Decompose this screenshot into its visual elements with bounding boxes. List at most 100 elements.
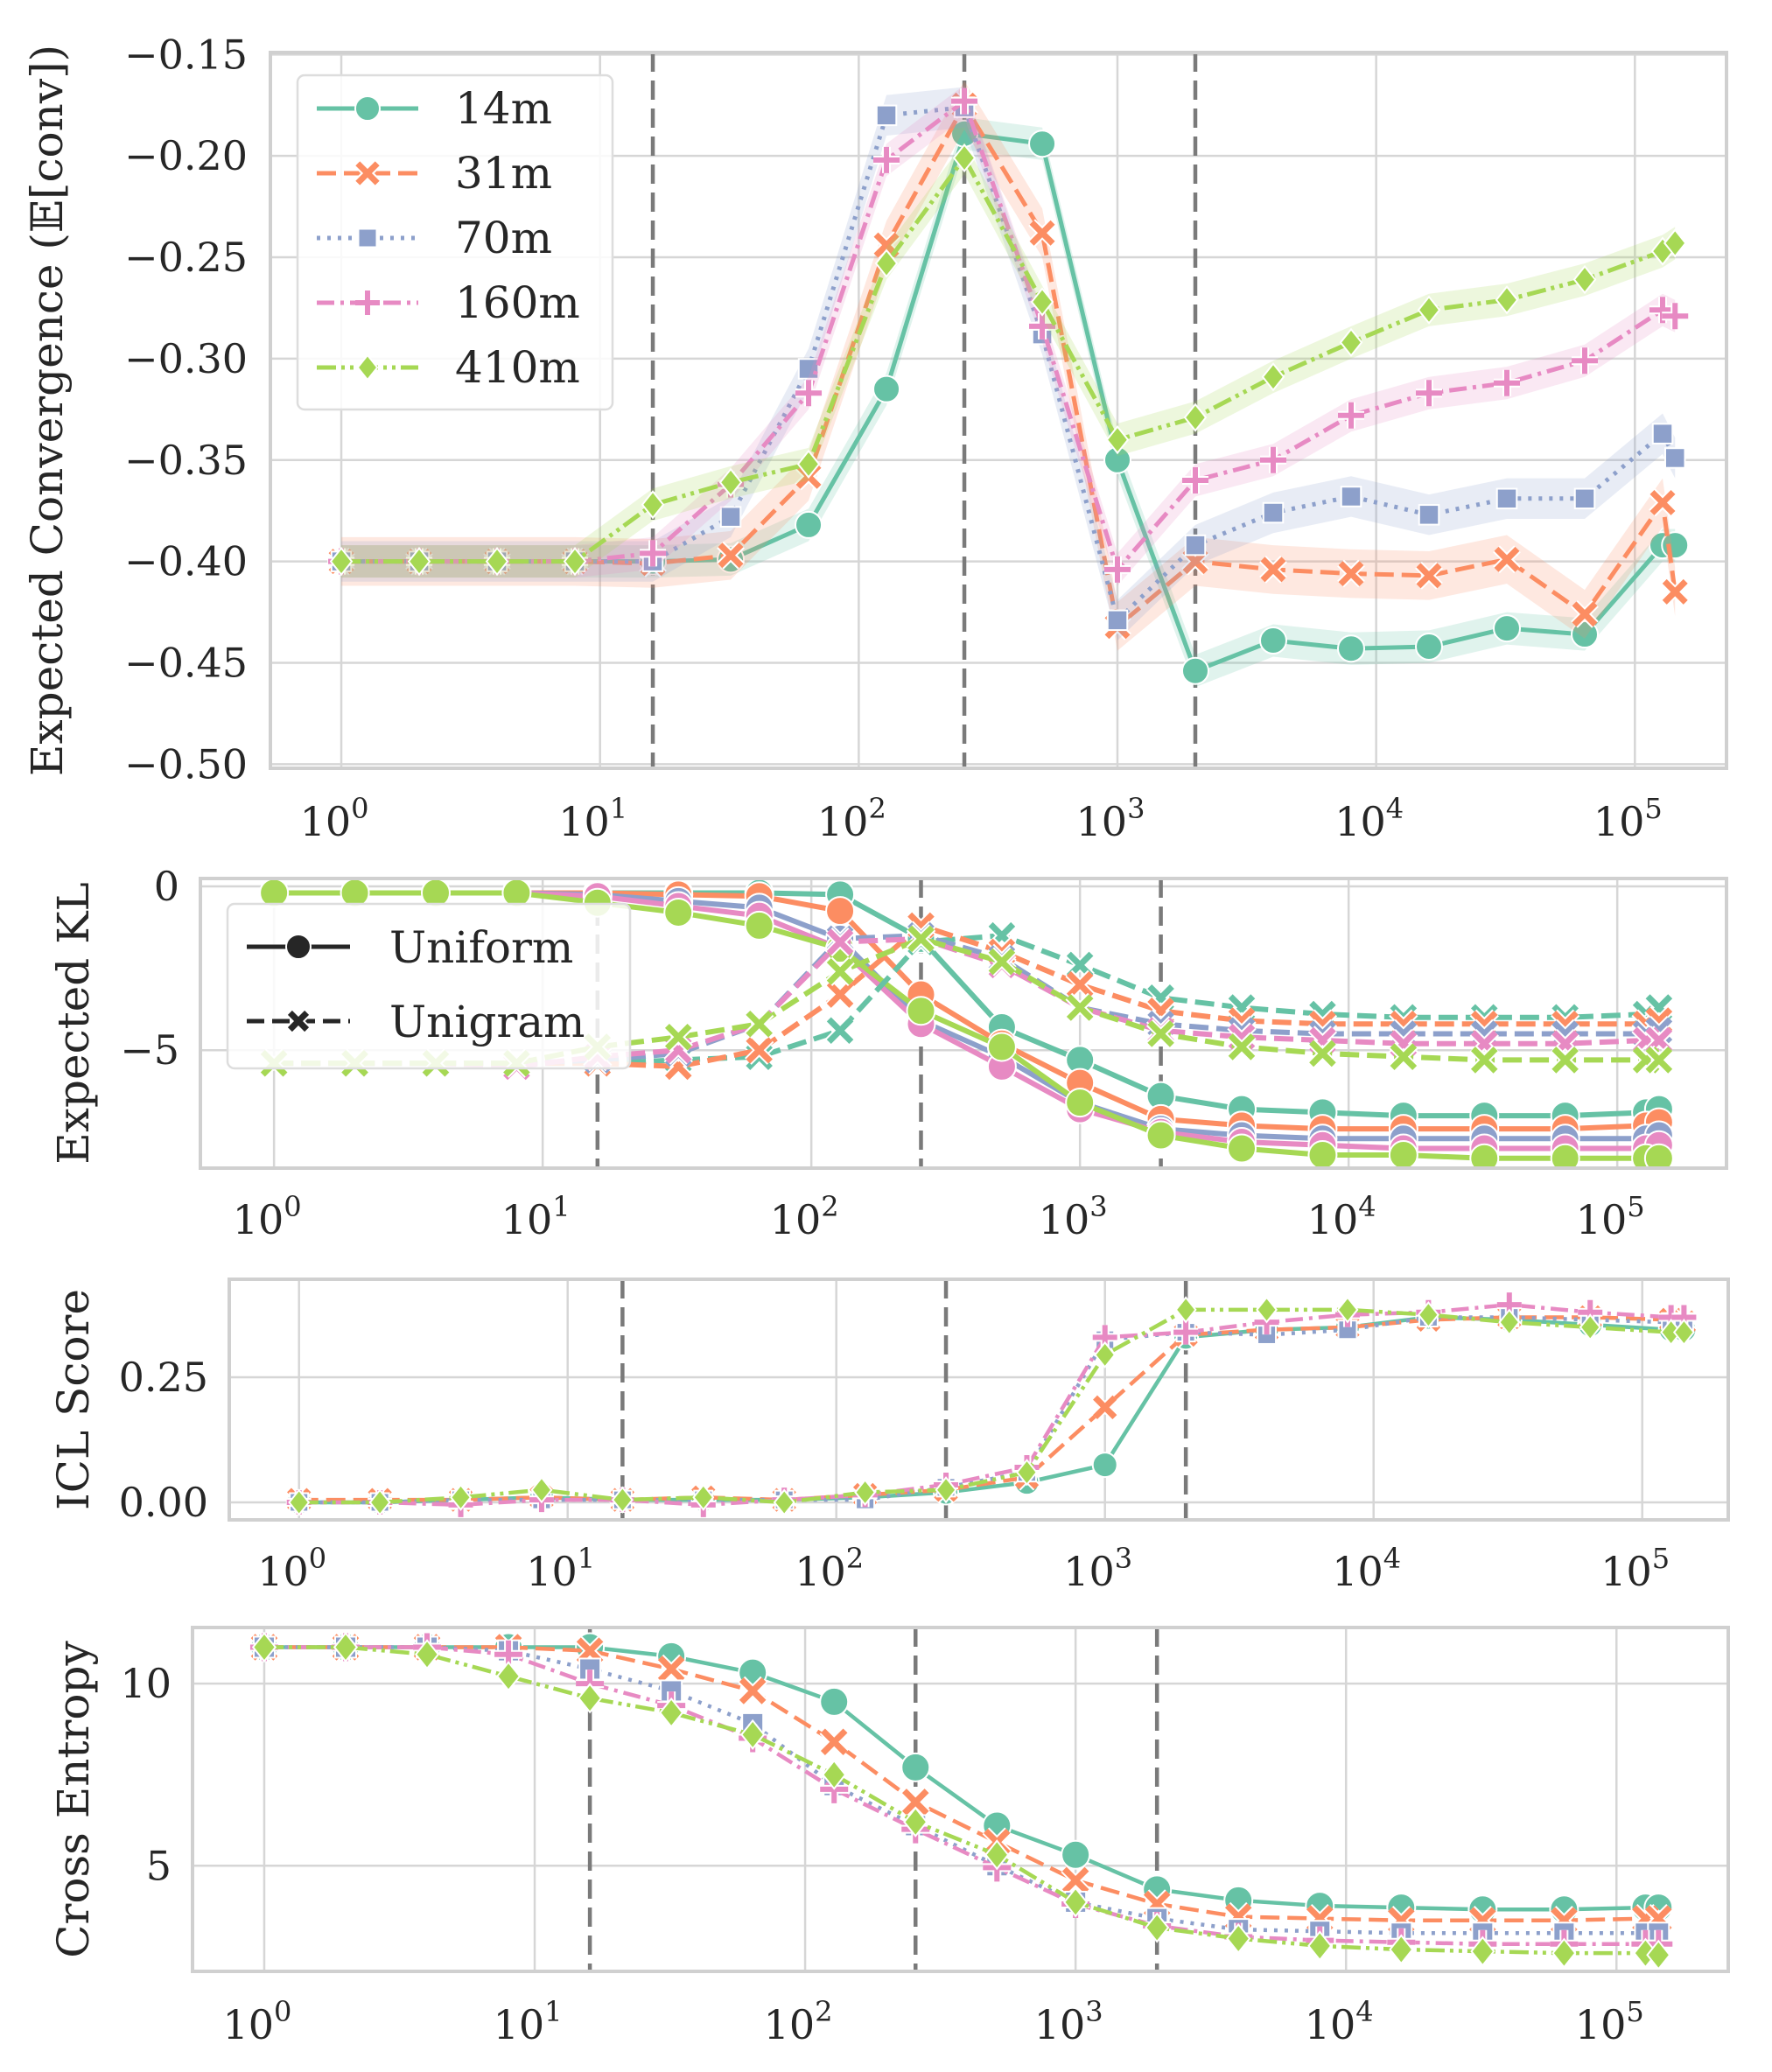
marker-stroke bbox=[1645, 1046, 1673, 1074]
legend-label: 31m bbox=[455, 148, 552, 199]
data-point bbox=[1307, 1930, 1333, 1962]
y-tick-label: 10 bbox=[120, 1660, 172, 1707]
confidence-band bbox=[341, 80, 1676, 651]
marker-stroke bbox=[1416, 563, 1442, 589]
series-410m-uniform bbox=[259, 878, 1674, 1168]
data-point bbox=[1415, 632, 1444, 661]
data-point bbox=[420, 878, 451, 908]
marker-stroke bbox=[355, 290, 380, 315]
series-layer bbox=[285, 1292, 1698, 1517]
marker-stroke bbox=[826, 958, 854, 985]
x-tick-label: 101 bbox=[494, 1995, 563, 2048]
x-tick-label: 103 bbox=[1039, 1190, 1108, 1243]
series-line bbox=[263, 1645, 1659, 1922]
series-line bbox=[263, 1645, 1659, 1912]
marker-stroke bbox=[1416, 380, 1442, 407]
data-point bbox=[1579, 1313, 1601, 1341]
data-point bbox=[1551, 1937, 1577, 1969]
legend-item: 160m bbox=[317, 277, 580, 328]
marker-stroke bbox=[1066, 994, 1094, 1021]
data-point bbox=[1337, 634, 1366, 663]
data-point bbox=[1259, 556, 1287, 584]
data-point bbox=[1651, 423, 1674, 444]
data-point bbox=[1258, 626, 1287, 655]
data-point bbox=[659, 1697, 684, 1729]
marker-stroke bbox=[901, 1788, 929, 1816]
series-line bbox=[263, 1645, 1659, 1936]
data-point bbox=[1226, 1922, 1251, 1955]
data-point bbox=[1495, 285, 1519, 315]
x-tick-label: 105 bbox=[1576, 1190, 1645, 1243]
marker-stroke bbox=[1061, 1866, 1089, 1894]
data-point bbox=[1493, 545, 1521, 574]
data-point bbox=[825, 956, 855, 987]
data-point bbox=[1063, 1886, 1089, 1918]
series-410m bbox=[329, 141, 1687, 578]
y-tick-label: −0.30 bbox=[124, 335, 248, 382]
data-point bbox=[340, 878, 370, 908]
marker-stroke bbox=[1260, 556, 1286, 583]
x-tick-label: 104 bbox=[1332, 1542, 1401, 1595]
data-point bbox=[822, 1759, 847, 1790]
marker-stroke bbox=[1173, 1320, 1199, 1345]
marker-stroke bbox=[746, 1036, 773, 1064]
data-point bbox=[1256, 1296, 1278, 1324]
legend-marker bbox=[356, 354, 379, 382]
y-tick-label: 0.00 bbox=[119, 1479, 208, 1526]
data-point bbox=[900, 1787, 930, 1817]
data-point bbox=[719, 506, 742, 528]
marker-stroke bbox=[1662, 578, 1688, 605]
x-tick-label: 105 bbox=[1593, 792, 1663, 845]
series-line bbox=[298, 1302, 1684, 1508]
series-line bbox=[298, 1315, 1684, 1505]
marker-stroke bbox=[1029, 312, 1056, 340]
data-point bbox=[744, 1035, 774, 1065]
data-point bbox=[663, 897, 694, 928]
data-point bbox=[414, 1639, 440, 1670]
data-point bbox=[825, 1016, 855, 1046]
x-tick-label: 104 bbox=[1334, 792, 1404, 845]
data-point bbox=[692, 1483, 715, 1511]
legend-item: Uniform bbox=[247, 922, 573, 973]
axes-frame bbox=[228, 1278, 1730, 1522]
data-point bbox=[1572, 347, 1598, 374]
data-point bbox=[1339, 327, 1363, 357]
confidence-band bbox=[341, 141, 1676, 578]
y-tick-label: 0 bbox=[154, 863, 179, 910]
data-point bbox=[1091, 1452, 1118, 1479]
data-point bbox=[1572, 264, 1597, 295]
marker-stroke bbox=[907, 925, 935, 953]
data-point bbox=[819, 1686, 850, 1717]
x-tick-label: 102 bbox=[764, 1995, 833, 2048]
marker-stroke bbox=[1228, 1033, 1256, 1060]
data-point bbox=[1307, 1140, 1338, 1168]
data-point bbox=[1337, 559, 1365, 588]
data-point bbox=[656, 1654, 686, 1684]
marker-stroke bbox=[1662, 303, 1689, 330]
data-point bbox=[329, 547, 354, 577]
data-point bbox=[1416, 380, 1442, 407]
data-point bbox=[1174, 1296, 1197, 1324]
data-point bbox=[485, 547, 509, 577]
marker-stroke bbox=[1649, 489, 1676, 515]
marker-stroke bbox=[1182, 466, 1208, 494]
legend-label: Unigram bbox=[389, 997, 585, 1047]
marker-stroke bbox=[355, 161, 380, 186]
data-point bbox=[1550, 1045, 1580, 1075]
legend-box bbox=[296, 74, 614, 411]
marker-stroke bbox=[820, 1728, 848, 1755]
confidence-band bbox=[341, 117, 1676, 688]
legend-item: 70m bbox=[317, 213, 552, 263]
legend: 14m 31m 70m 160m 410m bbox=[296, 74, 614, 411]
series-line bbox=[298, 1315, 1684, 1502]
data-point bbox=[903, 1806, 928, 1838]
legend-marker bbox=[355, 290, 380, 315]
data-point bbox=[288, 1488, 311, 1516]
legend-label: 14m bbox=[455, 83, 552, 134]
series-layer bbox=[249, 1631, 1674, 1970]
data-point bbox=[1262, 501, 1285, 524]
data-point bbox=[738, 1676, 767, 1706]
data-point bbox=[1469, 1143, 1500, 1168]
data-point bbox=[1030, 287, 1054, 317]
